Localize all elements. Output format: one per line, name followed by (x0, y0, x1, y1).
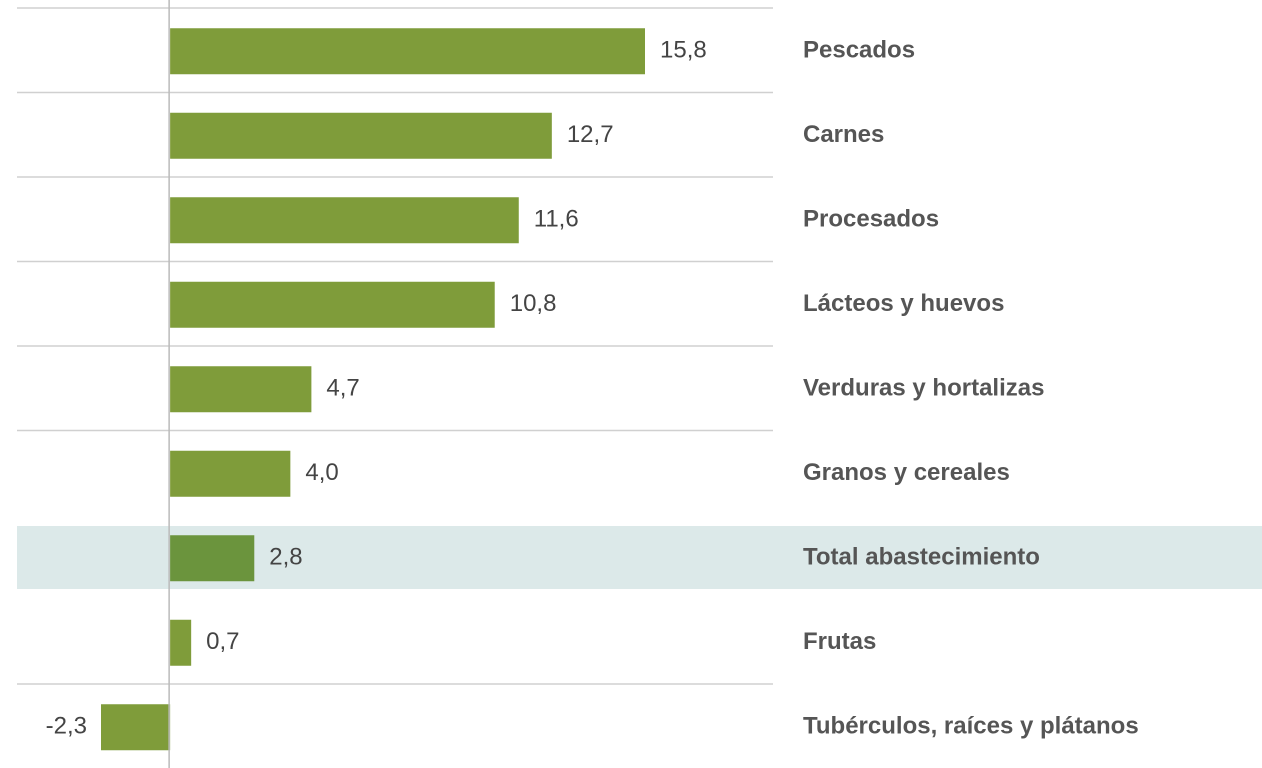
bar (170, 281, 495, 328)
bar (170, 450, 291, 497)
bar (170, 112, 552, 159)
category-label: Frutas (803, 628, 876, 655)
value-label: 2,8 (269, 544, 302, 571)
value-label: 15,8 (660, 37, 707, 64)
value-label: 4,7 (326, 375, 359, 402)
category-label: Carnes (803, 121, 884, 148)
value-label: 11,6 (534, 206, 579, 233)
category-label: Pescados (803, 37, 915, 64)
bar (170, 366, 312, 413)
category-label: Granos y cereales (803, 459, 1010, 486)
category-label: Tubérculos, raíces y plátanos (803, 713, 1139, 740)
value-label: -2,3 (46, 713, 87, 740)
category-label: Lácteos y huevos (803, 290, 1004, 317)
bar (170, 28, 645, 75)
value-label: 12,7 (567, 121, 614, 148)
category-label: Procesados (803, 206, 939, 233)
bar (170, 197, 519, 244)
bar (170, 535, 255, 582)
value-label: 4,0 (305, 459, 338, 486)
category-label: Verduras y hortalizas (803, 375, 1044, 402)
bar (170, 619, 192, 666)
category-label: Total abastecimiento (803, 544, 1040, 571)
value-label: 10,8 (510, 290, 557, 317)
value-label: 0,7 (206, 628, 239, 655)
bar (101, 704, 171, 751)
